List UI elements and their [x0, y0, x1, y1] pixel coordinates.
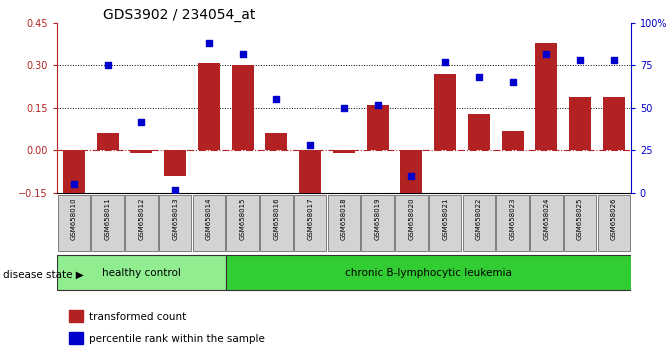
- Point: [575, 58, 586, 63]
- Point: [339, 105, 350, 111]
- Bar: [198, 63, 220, 150]
- Bar: [362, 195, 394, 251]
- Text: percentile rank within the sample: percentile rank within the sample: [89, 333, 264, 344]
- Text: GSM658021: GSM658021: [442, 198, 448, 240]
- Bar: [125, 195, 158, 251]
- Point: [440, 59, 450, 65]
- Bar: [502, 131, 523, 150]
- Text: GSM658023: GSM658023: [509, 198, 515, 240]
- Bar: [366, 105, 389, 150]
- Bar: [63, 150, 85, 199]
- Text: GSM658014: GSM658014: [206, 198, 212, 240]
- Point: [170, 187, 180, 192]
- Text: GSM658025: GSM658025: [577, 198, 583, 240]
- Bar: [434, 74, 456, 150]
- Bar: [333, 150, 355, 153]
- Text: GSM658018: GSM658018: [341, 198, 347, 240]
- Text: GSM658015: GSM658015: [240, 198, 246, 240]
- Text: chronic B-lymphocytic leukemia: chronic B-lymphocytic leukemia: [345, 268, 512, 278]
- Bar: [299, 150, 321, 199]
- Bar: [231, 65, 254, 150]
- Text: disease state ▶: disease state ▶: [3, 269, 84, 279]
- Text: GSM658010: GSM658010: [71, 198, 77, 240]
- Text: transformed count: transformed count: [89, 312, 186, 322]
- Text: GSM658017: GSM658017: [307, 198, 313, 240]
- Bar: [569, 97, 591, 150]
- Bar: [468, 114, 490, 150]
- Point: [406, 173, 417, 179]
- Bar: [497, 195, 529, 251]
- Text: GSM658011: GSM658011: [105, 198, 111, 240]
- Bar: [564, 195, 597, 251]
- Bar: [97, 133, 119, 150]
- Bar: [462, 195, 495, 251]
- Text: GSM658026: GSM658026: [611, 198, 617, 240]
- Text: GSM658016: GSM658016: [273, 198, 279, 240]
- Text: GDS3902 / 234054_at: GDS3902 / 234054_at: [103, 8, 255, 22]
- Bar: [327, 195, 360, 251]
- Bar: [598, 195, 630, 251]
- Text: GSM658019: GSM658019: [374, 198, 380, 240]
- Bar: [193, 195, 225, 251]
- Point: [372, 102, 383, 107]
- Point: [474, 75, 484, 80]
- Bar: [530, 195, 563, 251]
- Text: GSM658020: GSM658020: [409, 198, 415, 240]
- Bar: [294, 195, 326, 251]
- Point: [102, 63, 113, 68]
- Point: [136, 119, 147, 124]
- Point: [203, 41, 214, 46]
- Bar: [535, 43, 558, 150]
- Text: GSM658024: GSM658024: [544, 198, 550, 240]
- Point: [305, 143, 315, 148]
- Bar: [429, 195, 462, 251]
- Text: GSM658013: GSM658013: [172, 198, 178, 240]
- Bar: [57, 255, 225, 290]
- Bar: [164, 150, 186, 176]
- Bar: [260, 195, 293, 251]
- Bar: [395, 195, 427, 251]
- Point: [238, 51, 248, 56]
- Bar: [603, 97, 625, 150]
- Text: healthy control: healthy control: [102, 268, 181, 278]
- Point: [68, 182, 79, 187]
- Text: GSM658012: GSM658012: [138, 198, 144, 240]
- Bar: [68, 332, 83, 344]
- Point: [609, 58, 619, 63]
- Text: GSM658022: GSM658022: [476, 198, 482, 240]
- Bar: [58, 195, 90, 251]
- Bar: [159, 195, 191, 251]
- Bar: [130, 150, 152, 153]
- Bar: [226, 195, 259, 251]
- Point: [541, 51, 552, 56]
- Point: [507, 80, 518, 85]
- Point: [271, 97, 282, 102]
- Bar: [401, 150, 422, 199]
- Bar: [91, 195, 124, 251]
- Bar: [68, 310, 83, 322]
- Bar: [225, 255, 631, 290]
- Bar: [266, 133, 287, 150]
